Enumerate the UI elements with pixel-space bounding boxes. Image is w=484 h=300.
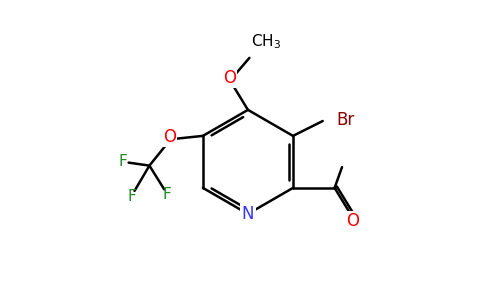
Text: O: O <box>223 69 236 87</box>
Text: O: O <box>346 212 359 230</box>
Text: CH$_3$: CH$_3$ <box>251 33 281 51</box>
Text: O: O <box>163 128 176 146</box>
Text: F: F <box>163 187 172 202</box>
Text: F: F <box>127 189 136 204</box>
Text: F: F <box>119 154 128 169</box>
Text: Br: Br <box>336 110 354 128</box>
Text: N: N <box>242 205 254 223</box>
